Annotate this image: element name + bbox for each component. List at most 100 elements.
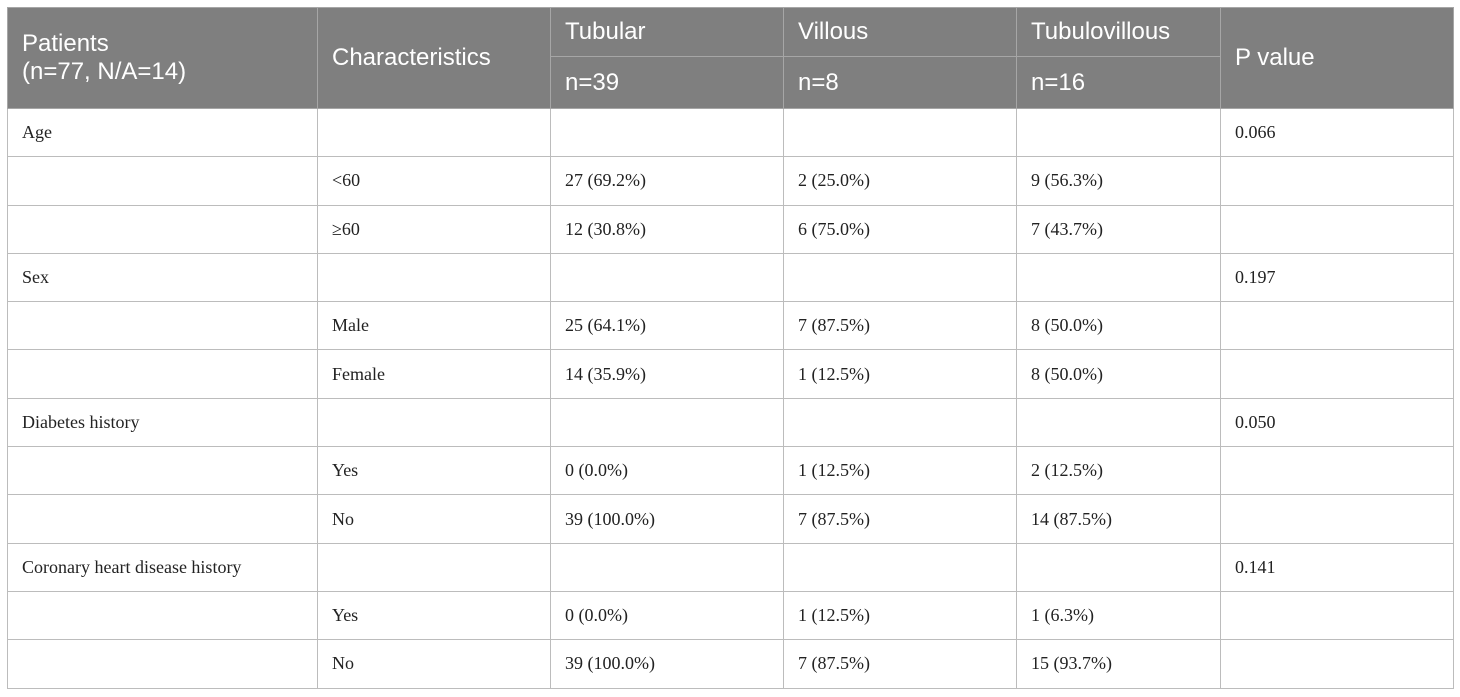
patients-cell	[7, 446, 318, 496]
header-tubulovillous: Tubulovillous	[1016, 7, 1221, 57]
tubular-cell: 25 (64.1%)	[550, 301, 784, 351]
patients-cell	[7, 156, 318, 206]
tubulovillous-cell: 15 (93.7%)	[1016, 639, 1221, 689]
tubulovillous-cell: 2 (12.5%)	[1016, 446, 1221, 496]
p-value-cell: 0.066	[1220, 107, 1454, 158]
characteristics-cell	[317, 107, 551, 158]
header-patients: Patients (n=77, N/A=14)	[7, 7, 318, 109]
table-row: No 39 (100.0%) 7 (87.5%) 15 (93.7%)	[7, 639, 1454, 689]
table-header: Patients (n=77, N/A=14) Characteristics …	[7, 7, 1454, 109]
tubular-cell: 0 (0.0%)	[550, 590, 784, 641]
villous-cell: 7 (87.5%)	[783, 639, 1017, 689]
table-row: Yes 0 (0.0%) 1 (12.5%) 1 (6.3%)	[7, 590, 1454, 641]
header-villous: Villous	[783, 7, 1017, 57]
tubular-cell	[550, 542, 784, 592]
characteristics-cell	[317, 542, 551, 592]
table-row: Male 25 (64.1%) 7 (87.5%) 8 (50.0%)	[7, 301, 1454, 351]
characteristics-cell: Yes	[317, 446, 551, 496]
p-value-cell: 0.050	[1220, 397, 1454, 448]
patients-cell	[7, 639, 318, 689]
tubulovillous-cell: 8 (50.0%)	[1016, 301, 1221, 351]
p-value-cell	[1220, 349, 1454, 399]
patients-cell: Coronary heart disease history	[7, 542, 318, 592]
characteristics-cell: <60	[317, 156, 551, 206]
villous-cell: 2 (25.0%)	[783, 156, 1017, 206]
p-value-cell	[1220, 590, 1454, 641]
patients-cell	[7, 494, 318, 544]
table-row: Sex 0.197	[7, 252, 1454, 303]
patients-cell	[7, 590, 318, 641]
patients-cell	[7, 301, 318, 351]
tubulovillous-cell	[1016, 397, 1221, 448]
villous-cell: 1 (12.5%)	[783, 446, 1017, 496]
table-body: Age 0.066 <60 27 (69.2%) 2 (25.0%) 9 (56.3%) ≥…	[7, 107, 1454, 689]
p-value-cell	[1220, 639, 1454, 689]
tubulovillous-cell: 7 (43.7%)	[1016, 204, 1221, 254]
characteristics-cell: Female	[317, 349, 551, 399]
characteristics-cell: Male	[317, 301, 551, 351]
characteristics-table: Patients (n=77, N/A=14) Characteristics …	[7, 7, 1454, 689]
villous-cell	[783, 107, 1017, 158]
p-value-cell: 0.197	[1220, 252, 1454, 303]
table-row: Coronary heart disease history 0.141	[7, 542, 1454, 592]
characteristics-cell	[317, 252, 551, 303]
tubulovillous-cell: 8 (50.0%)	[1016, 349, 1221, 399]
header-tubulovillous-n: n=16	[1016, 56, 1221, 109]
villous-cell: 1 (12.5%)	[783, 590, 1017, 641]
table-row: Diabetes history 0.050	[7, 397, 1454, 448]
tubulovillous-cell: 1 (6.3%)	[1016, 590, 1221, 641]
tubulovillous-cell	[1016, 542, 1221, 592]
table-row: Age 0.066	[7, 107, 1454, 158]
header-subrow: n=39 n=8 n=16	[8, 56, 1454, 109]
characteristics-cell	[317, 397, 551, 448]
header-tubular: Tubular	[550, 7, 784, 57]
p-value-cell	[1220, 204, 1454, 254]
header-characteristics: Characteristics	[317, 7, 551, 109]
patients-cell: Sex	[7, 252, 318, 303]
tubulovillous-cell: 9 (56.3%)	[1016, 156, 1221, 206]
villous-cell	[783, 252, 1017, 303]
tubular-cell	[550, 397, 784, 448]
header-patients-count: (n=77, N/A=14)	[22, 58, 187, 85]
header-patients-label: Patients	[22, 30, 109, 58]
table-row: <60 27 (69.2%) 2 (25.0%) 9 (56.3%)	[7, 156, 1454, 206]
table-row: Yes 0 (0.0%) 1 (12.5%) 2 (12.5%)	[7, 446, 1454, 496]
p-value-cell	[1220, 156, 1454, 206]
villous-cell	[783, 397, 1017, 448]
patients-cell	[7, 349, 318, 399]
p-value-cell	[1220, 301, 1454, 351]
table-row: ≥60 12 (30.8%) 6 (75.0%) 7 (43.7%)	[7, 204, 1454, 254]
characteristics-cell: ≥60	[317, 204, 551, 254]
p-value-cell	[1220, 494, 1454, 544]
header-p-value: P value	[1220, 7, 1454, 109]
tubular-cell	[550, 107, 784, 158]
villous-cell	[783, 542, 1017, 592]
tubular-cell: 14 (35.9%)	[550, 349, 784, 399]
characteristics-cell: No	[317, 494, 551, 544]
table-row: No 39 (100.0%) 7 (87.5%) 14 (87.5%)	[7, 494, 1454, 544]
header-tubular-n: n=39	[550, 56, 784, 109]
patients-cell	[7, 204, 318, 254]
tubulovillous-cell: 14 (87.5%)	[1016, 494, 1221, 544]
tubular-cell	[550, 252, 784, 303]
characteristics-cell: No	[317, 639, 551, 689]
villous-cell: 1 (12.5%)	[783, 349, 1017, 399]
tubular-cell: 12 (30.8%)	[550, 204, 784, 254]
tubular-cell: 0 (0.0%)	[550, 446, 784, 496]
villous-cell: 6 (75.0%)	[783, 204, 1017, 254]
characteristics-cell: Yes	[317, 590, 551, 641]
tubulovillous-cell	[1016, 107, 1221, 158]
p-value-cell: 0.141	[1220, 542, 1454, 592]
patients-cell: Diabetes history	[7, 397, 318, 448]
header-row: Patients (n=77, N/A=14) Characteristics …	[7, 7, 1454, 109]
tubulovillous-cell	[1016, 252, 1221, 303]
tubular-cell: 39 (100.0%)	[550, 494, 784, 544]
patients-cell: Age	[7, 107, 318, 158]
table-row: Female 14 (35.9%) 1 (12.5%) 8 (50.0%)	[7, 349, 1454, 399]
p-value-cell	[1220, 446, 1454, 496]
tubular-cell: 27 (69.2%)	[550, 156, 784, 206]
villous-cell: 7 (87.5%)	[783, 494, 1017, 544]
header-villous-n: n=8	[783, 56, 1017, 109]
villous-cell: 7 (87.5%)	[783, 301, 1017, 351]
tubular-cell: 39 (100.0%)	[550, 639, 784, 689]
